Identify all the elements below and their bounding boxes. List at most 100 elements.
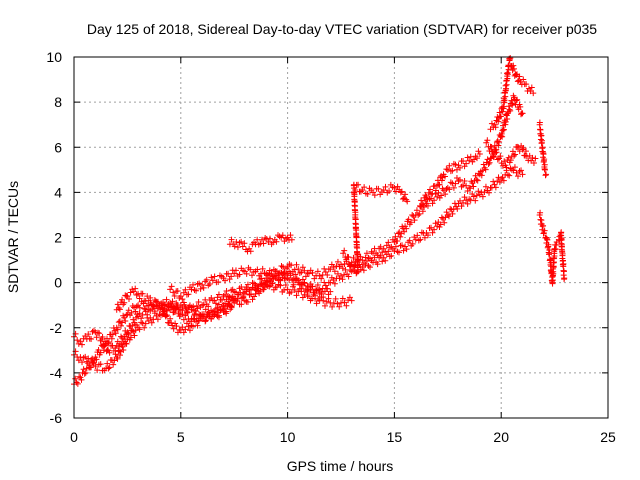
data-point	[429, 229, 436, 236]
data-point	[142, 308, 149, 315]
data-point	[501, 158, 508, 165]
data-point	[214, 309, 221, 316]
data-point	[194, 305, 201, 312]
data-point	[179, 296, 186, 303]
data-point	[523, 81, 530, 88]
data-point	[92, 363, 99, 370]
data-point	[180, 299, 187, 306]
data-point	[415, 212, 422, 219]
data-point	[104, 360, 111, 367]
data-point	[202, 318, 209, 325]
data-point	[488, 144, 495, 151]
data-point	[351, 196, 358, 203]
data-point	[299, 276, 306, 283]
data-point	[96, 330, 103, 337]
data-point	[83, 358, 90, 365]
data-point	[473, 155, 480, 162]
data-point	[215, 279, 222, 286]
data-point	[266, 283, 273, 290]
data-point	[552, 246, 559, 253]
data-point	[174, 287, 181, 294]
data-point	[144, 311, 151, 318]
data-point	[493, 149, 500, 156]
data-point	[312, 292, 319, 299]
data-point	[90, 359, 97, 366]
data-point	[359, 257, 366, 264]
data-point	[327, 279, 334, 286]
data-point	[186, 327, 193, 334]
data-point	[160, 305, 166, 312]
data-point	[228, 273, 235, 280]
data-point	[212, 305, 219, 312]
data-point	[130, 288, 137, 295]
data-point	[144, 293, 151, 300]
data-point	[450, 184, 457, 191]
data-point	[504, 116, 511, 123]
data-point	[82, 353, 89, 360]
data-point	[496, 109, 503, 116]
data-point	[247, 266, 254, 273]
data-point	[481, 189, 488, 196]
data-point	[117, 352, 124, 359]
y-tick-label: 4	[54, 184, 62, 200]
data-point	[302, 273, 309, 280]
data-point	[167, 286, 174, 293]
data-point	[288, 262, 295, 269]
data-point	[332, 295, 339, 302]
data-point	[500, 105, 507, 112]
data-point	[193, 287, 200, 294]
data-point	[558, 229, 565, 236]
data-point	[441, 173, 448, 180]
data-point	[478, 172, 485, 179]
data-point	[476, 151, 483, 158]
data-point	[401, 228, 408, 235]
data-point	[202, 317, 209, 324]
data-point	[215, 301, 222, 308]
data-point	[135, 313, 142, 320]
data-point	[497, 113, 504, 120]
data-point	[494, 156, 501, 163]
data-point	[169, 298, 176, 305]
data-point	[318, 290, 325, 297]
data-point	[196, 280, 203, 287]
data-point	[474, 177, 481, 184]
data-point	[171, 308, 178, 315]
data-point	[139, 290, 146, 297]
data-point	[520, 76, 527, 83]
data-point	[223, 288, 230, 295]
y-tick-label: -2	[50, 320, 63, 336]
data-point	[173, 323, 180, 330]
data-point	[282, 282, 289, 289]
data-point	[561, 275, 568, 282]
data-point	[377, 243, 384, 250]
data-point	[441, 219, 448, 226]
data-point	[503, 164, 510, 171]
data-point	[558, 236, 565, 243]
data-point	[117, 322, 124, 329]
data-point	[464, 200, 471, 207]
data-point	[291, 286, 298, 293]
data-point	[311, 275, 318, 282]
data-point	[513, 169, 520, 176]
data-point	[494, 178, 501, 185]
data-point	[438, 177, 445, 184]
data-point	[395, 249, 402, 256]
data-point	[327, 266, 334, 273]
data-point	[172, 320, 179, 327]
data-point	[348, 268, 355, 275]
data-point	[353, 249, 360, 256]
data-point	[99, 334, 106, 341]
data-point	[427, 186, 433, 193]
data-point	[409, 240, 416, 247]
data-point	[114, 326, 121, 333]
data-point	[293, 292, 300, 299]
data-point	[97, 349, 104, 356]
data-point	[362, 261, 369, 268]
data-point	[464, 154, 471, 161]
data-point	[266, 235, 273, 242]
data-point	[461, 177, 468, 184]
data-point	[257, 288, 264, 295]
data-point	[132, 285, 139, 292]
data-point	[399, 196, 406, 203]
data-point	[338, 272, 344, 279]
